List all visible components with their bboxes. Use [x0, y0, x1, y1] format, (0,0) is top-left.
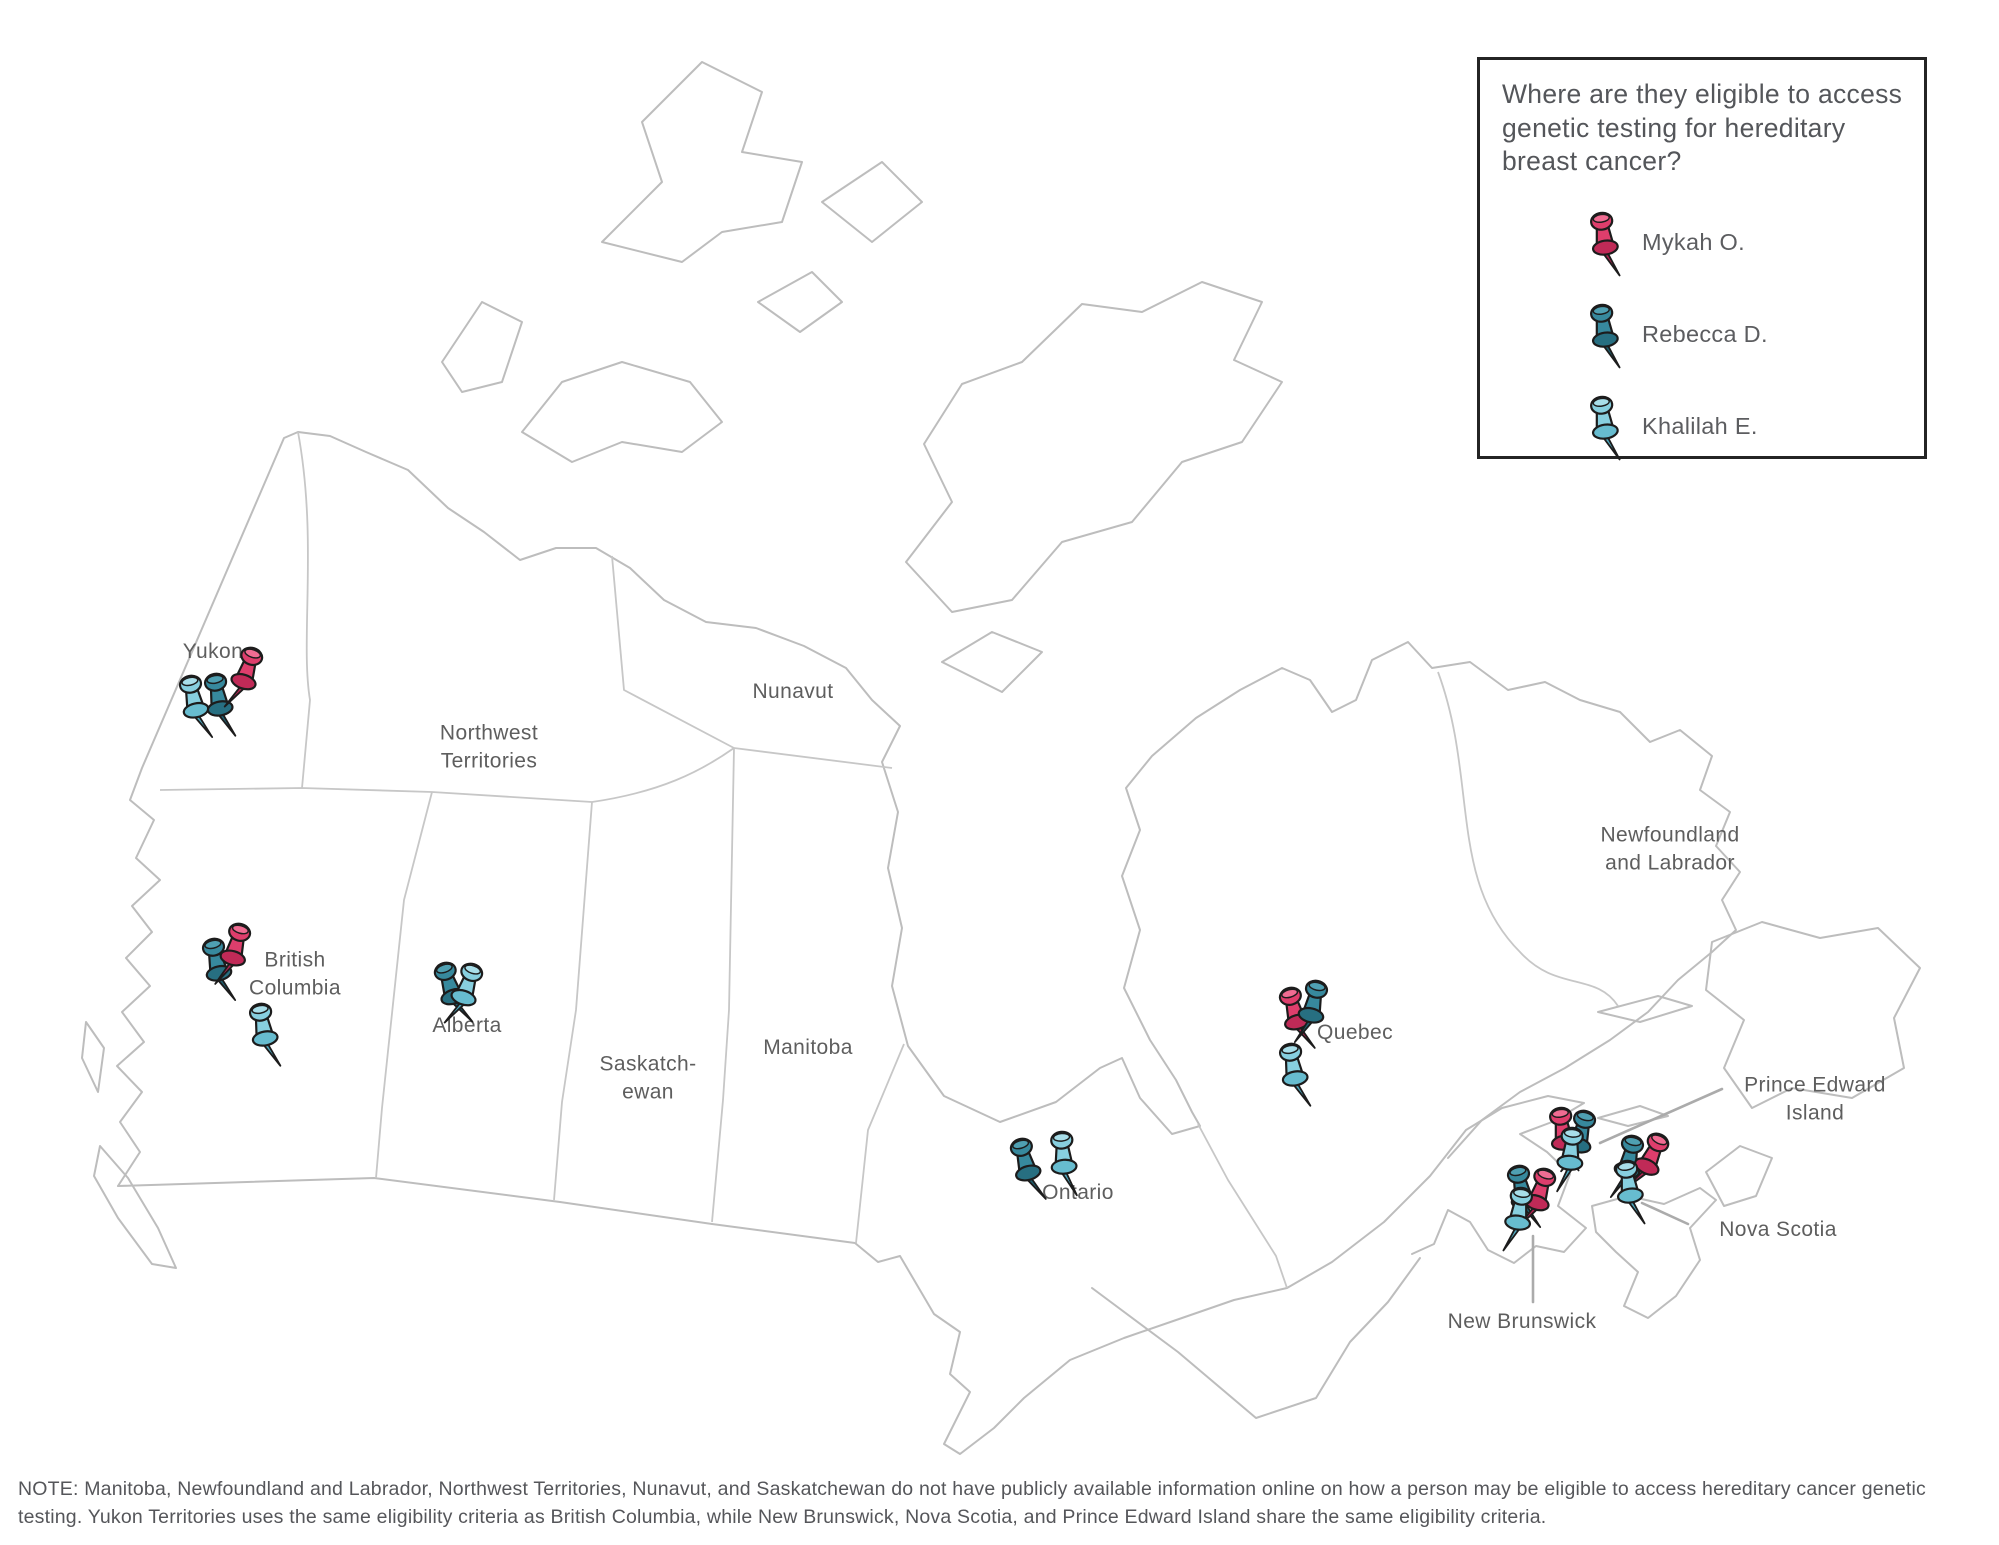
legend: Where are they eligible to access geneti…	[1477, 57, 1927, 464]
label-leader-lines	[1531, 1087, 1724, 1304]
nwt-nunavut-border	[611, 555, 735, 749]
map-label-prince-edward-island: Prince Edward Island	[1744, 1073, 1886, 1124]
legend-pin-rebecca	[1578, 300, 1631, 375]
legend-item-label: Rebecca D.	[1642, 321, 1768, 348]
alberta-saskatchewan-border	[553, 801, 593, 1201]
quebec-labrador-border	[1437, 671, 1619, 1007]
us-border-lakes-line	[1091, 1257, 1421, 1419]
legend-item-label: Khalilah E.	[1642, 413, 1758, 440]
nova-scotia-peninsula	[1591, 1187, 1717, 1319]
legend-pin-holder	[1580, 210, 1624, 280]
map-label-yukon: Yukon	[182, 640, 244, 664]
anticosti-island	[1597, 995, 1693, 1023]
map-label-ontario: Ontario	[1042, 1181, 1114, 1205]
ontario-quebec-border	[1197, 1123, 1288, 1289]
leader-line-prince-edward-island	[1598, 1087, 1724, 1145]
mainland-north-coast	[116, 431, 1741, 1187]
legend-pin-holder	[1580, 394, 1624, 464]
map-label-saskatchewan: Saskatch- ewan	[599, 1052, 697, 1103]
devon-island	[821, 161, 923, 243]
bc-alberta-border	[375, 791, 433, 1179]
legend-item-mykah: Mykah O.	[1580, 210, 1906, 280]
leader-line-nova-scotia	[1640, 1201, 1690, 1226]
map-label-new-brunswick: New Brunswick	[1447, 1310, 1597, 1334]
victoria-island	[521, 361, 723, 463]
map-label-manitoba: Manitoba	[763, 1036, 853, 1060]
map-label-nunavut: Nunavut	[752, 680, 834, 704]
cape-breton-island	[1705, 1145, 1773, 1207]
legend-items: Mykah O. Rebecca D. Khalilah E.	[1502, 210, 1906, 464]
southampton-island	[941, 631, 1043, 693]
legend-pin-mykah	[1578, 208, 1631, 283]
newfoundland-island	[1705, 921, 1921, 1109]
map-label-newfoundland-and-labrador: Newfoundland and Labrador	[1600, 823, 1740, 874]
banks-island	[441, 301, 523, 393]
map-label-nova-scotia: Nova Scotia	[1719, 1218, 1837, 1242]
legend-item-khalilah: Khalilah E.	[1580, 394, 1906, 464]
haida-gwaii-island	[81, 1021, 105, 1093]
yukon-nwt-border	[297, 431, 311, 789]
map-label-alberta: Alberta	[432, 1014, 502, 1038]
melville-island	[757, 271, 843, 333]
vancouver-island	[93, 1145, 177, 1269]
pushpin-icon	[1587, 302, 1623, 372]
map-label-british-columbia: British Columbia	[249, 948, 341, 999]
saskatchewan-manitoba-border	[711, 747, 735, 1223]
legend-pin-holder	[1580, 302, 1624, 372]
legend-title: Where are they eligible to access geneti…	[1502, 79, 1903, 177]
pushpin-icon	[1047, 1129, 1081, 1199]
legend-pin-khalilah	[1578, 392, 1631, 467]
ellesmere-island	[601, 61, 803, 263]
manitoba-ontario-border	[855, 1043, 905, 1244]
map-label-quebec: Quebec	[1317, 1021, 1393, 1045]
map-label-northwest-territories: Northwest Territories	[439, 721, 539, 772]
pushpin-icon	[1587, 210, 1623, 280]
footnote: NOTE: Manitoba, Newfoundland and Labrado…	[18, 1478, 1927, 1528]
legend-item-rebecca: Rebecca D.	[1580, 302, 1906, 372]
baffin-island	[905, 281, 1283, 613]
mainland-south-coast	[117, 1095, 1587, 1455]
prince-edward-island-shape	[1597, 1105, 1669, 1127]
legend-item-label: Mykah O.	[1642, 229, 1745, 256]
nunavut-manitoba-border	[733, 747, 893, 769]
pin-khalilah-ontario	[1039, 1128, 1089, 1202]
pushpin-icon	[1587, 394, 1623, 464]
